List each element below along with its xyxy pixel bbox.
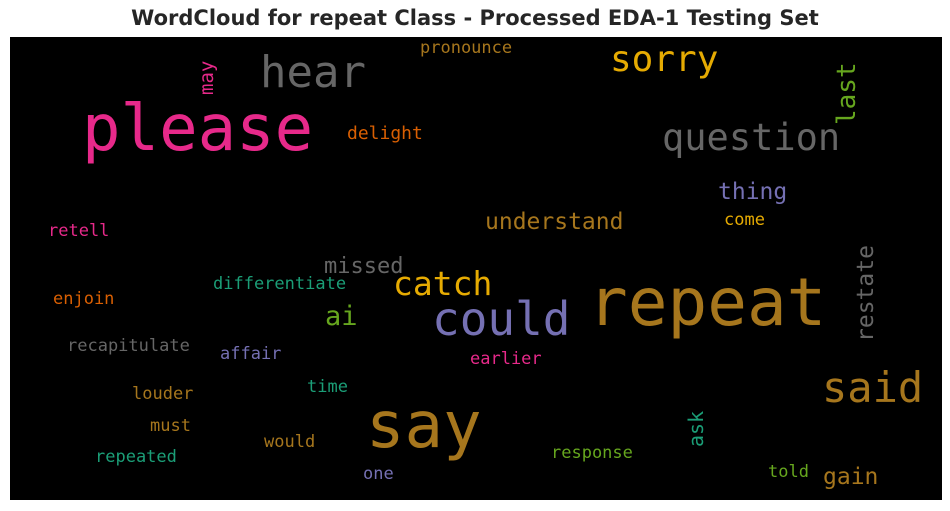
word-differentiate: differentiate xyxy=(213,274,347,294)
word-retell: retell xyxy=(48,221,110,241)
word-one: one xyxy=(363,464,394,484)
word-repeated: repeated xyxy=(95,447,177,467)
word-would: would xyxy=(264,432,316,452)
word-catch: catch xyxy=(393,264,493,303)
word-response: response xyxy=(551,443,633,463)
word-cloud-canvas: please hear may pronounce sorry last que… xyxy=(10,37,942,500)
word-must: must xyxy=(150,416,191,436)
word-ai: ai xyxy=(325,301,358,332)
word-please: please xyxy=(82,92,314,166)
word-could: could xyxy=(432,292,571,346)
word-repeat: repeat xyxy=(588,264,827,341)
word-hear: hear xyxy=(260,47,366,98)
word-delight: delight xyxy=(347,123,423,144)
word-restate: restate xyxy=(853,245,879,342)
word-enjoin: enjoin xyxy=(53,289,115,309)
word-louder: louder xyxy=(132,384,194,404)
chart-title: WordCloud for repeat Class - Processed E… xyxy=(131,6,819,30)
word-question: question xyxy=(662,116,841,159)
word-come: come xyxy=(724,210,765,230)
word-time: time xyxy=(307,377,348,397)
word-affair: affair xyxy=(220,344,282,364)
word-missed: missed xyxy=(324,254,404,279)
word-recapitulate: recapitulate xyxy=(67,336,190,356)
word-told: told xyxy=(768,462,809,482)
word-pronounce: pronounce xyxy=(420,38,513,58)
word-thing: thing xyxy=(718,179,788,205)
word-gain: gain xyxy=(823,464,879,490)
word-earlier: earlier xyxy=(470,349,542,369)
word-understand: understand xyxy=(485,209,624,235)
word-sorry: sorry xyxy=(610,39,719,80)
word-say: say xyxy=(366,389,482,463)
word-said: said xyxy=(822,363,924,412)
word-may: may xyxy=(196,60,218,95)
word-ask: ask xyxy=(684,410,708,447)
